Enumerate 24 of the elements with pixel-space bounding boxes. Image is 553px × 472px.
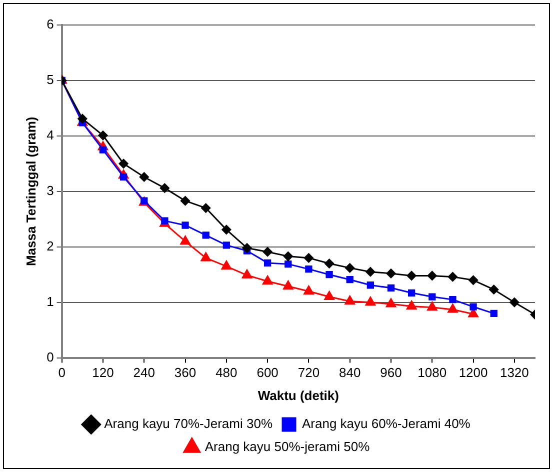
x-tick-label: 240 — [133, 365, 155, 380]
x-tick-label: 120 — [92, 365, 114, 380]
x-tick-label: 1320 — [500, 365, 529, 380]
x-tick-label: 840 — [338, 365, 361, 380]
x-tick-label: 1200 — [458, 365, 488, 380]
x-tick-label: 360 — [174, 365, 196, 380]
x-axis-title: Waktu (detik) — [258, 388, 339, 403]
y-tick-label: 2 — [46, 238, 54, 254]
y-tick-label: 6 — [46, 16, 54, 32]
legend-label: Arang kayu 60%-Jerami 40% — [302, 416, 471, 432]
x-tick-label: 720 — [298, 365, 320, 380]
y-tick-label: 1 — [46, 294, 54, 309]
legend-label: Arang kayu 70%-Jerami 30% — [104, 416, 273, 432]
y-tick-label: 0 — [46, 349, 54, 364]
x-tick-label: 1080 — [418, 365, 447, 380]
y-tick-label: 4 — [46, 128, 54, 143]
x-tick-label: 960 — [380, 365, 402, 380]
legend-label: Arang kayu 50%-jerami 50% — [204, 439, 370, 454]
x-tick-label: 480 — [216, 365, 238, 380]
x-tick-label: 600 — [256, 365, 278, 380]
y-tick-label: 5 — [46, 72, 54, 88]
y-tick-label: 3 — [46, 182, 54, 198]
y-axis-title: Massa Tertinggal (gram) — [23, 116, 38, 266]
x-tick-label: 0 — [58, 365, 66, 380]
